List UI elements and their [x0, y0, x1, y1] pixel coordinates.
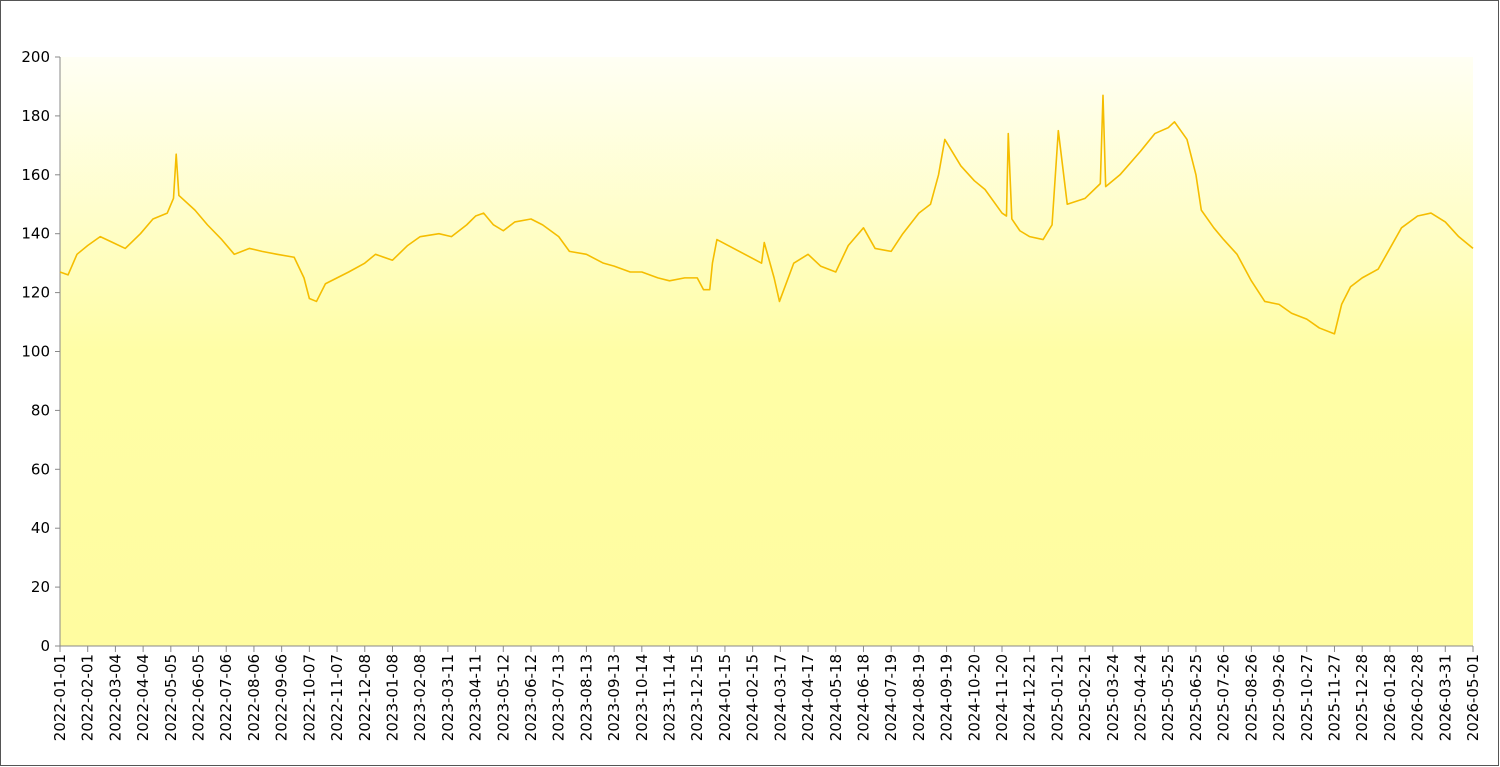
x-tick-label: 2025-04-24 [1132, 654, 1150, 741]
x-tick-label: 2023-06-12 [522, 654, 540, 741]
x-tick-label: 2023-05-12 [494, 654, 512, 741]
x-tick-label: 2025-06-25 [1187, 654, 1205, 741]
x-tick-label: 2024-10-20 [965, 654, 983, 741]
x-tick-label: 2025-02-21 [1076, 654, 1094, 741]
x-tick-label: 2024-05-18 [827, 654, 845, 741]
y-tick-label: 120 [21, 284, 50, 302]
y-tick-label: 180 [21, 107, 50, 125]
x-tick-label: 2023-10-14 [633, 654, 651, 741]
y-tick-label: 80 [31, 401, 50, 419]
x-tick-label: 2022-08-06 [245, 654, 263, 741]
x-tick-label: 2023-12-15 [688, 654, 706, 741]
plot-area [60, 57, 1473, 646]
x-tick-label: 2025-10-27 [1298, 654, 1316, 741]
x-tick-label: 2023-02-08 [411, 654, 429, 741]
x-tick-label: 2022-07-06 [217, 654, 235, 741]
x-tick-label: 2023-04-11 [467, 654, 485, 741]
x-tick-label: 2024-11-20 [993, 654, 1011, 741]
x-tick-label: 2024-09-19 [938, 654, 956, 741]
x-tick-label: 2024-01-15 [716, 654, 734, 741]
x-tick-label: 2024-06-18 [854, 654, 872, 741]
y-tick-label: 40 [31, 519, 50, 537]
x-tick-label: 2023-11-14 [661, 654, 679, 741]
x-tick-label: 2025-05-25 [1159, 654, 1177, 741]
x-tick-label: 2024-07-19 [882, 654, 900, 741]
x-tick-label: 2026-02-28 [1409, 654, 1427, 741]
x-tick-label: 2026-05-01 [1464, 654, 1482, 741]
x-tick-label: 2022-11-07 [328, 654, 346, 741]
x-tick-label: 2023-09-13 [605, 654, 623, 741]
x-tick-label: 2025-08-26 [1242, 654, 1260, 741]
x-tick-label: 2025-11-27 [1325, 654, 1343, 741]
y-tick-label: 60 [31, 460, 50, 478]
x-tick-label: 2022-01-01 [51, 654, 69, 741]
y-tick-label: 100 [21, 343, 50, 361]
x-tick-label: 2026-03-31 [1436, 654, 1454, 741]
y-tick-label: 200 [21, 48, 50, 66]
x-tick-label: 2025-01-21 [1048, 654, 1066, 741]
x-tick-label: 2024-02-15 [744, 654, 762, 741]
x-tick-label: 2026-01-28 [1381, 654, 1399, 741]
x-tick-label: 2023-01-08 [383, 654, 401, 741]
x-tick-label: 2025-09-26 [1270, 654, 1288, 741]
x-tick-label: 2022-10-07 [300, 654, 318, 741]
x-tick-label: 2025-03-24 [1104, 654, 1122, 741]
x-tick-label: 2023-07-13 [550, 654, 568, 741]
x-tick-label: 2024-03-17 [771, 654, 789, 741]
x-tick-label: 2022-05-05 [162, 654, 180, 741]
x-tick-label: 2022-04-04 [134, 654, 152, 741]
x-tick-label: 2022-12-08 [356, 654, 374, 741]
x-tick-label: 2022-09-06 [273, 654, 291, 741]
x-tick-label: 2024-04-17 [799, 654, 817, 741]
x-tick-label: 2023-08-13 [577, 654, 595, 741]
x-tick-label: 2022-02-01 [79, 654, 97, 741]
x-tick-label: 2024-08-19 [910, 654, 928, 741]
x-tick-label: 2022-03-04 [106, 654, 124, 741]
y-tick-label: 20 [31, 578, 50, 596]
y-tick-label: 140 [21, 225, 50, 243]
y-tick-label: 160 [21, 166, 50, 184]
x-tick-label: 2025-07-26 [1215, 654, 1233, 741]
x-tick-label: 2023-03-11 [439, 654, 457, 741]
x-tick-label: 2024-12-21 [1021, 654, 1039, 741]
x-tick-label: 2025-12-28 [1353, 654, 1371, 741]
y-tick-label: 0 [40, 637, 50, 655]
x-tick-label: 2022-06-05 [190, 654, 208, 741]
